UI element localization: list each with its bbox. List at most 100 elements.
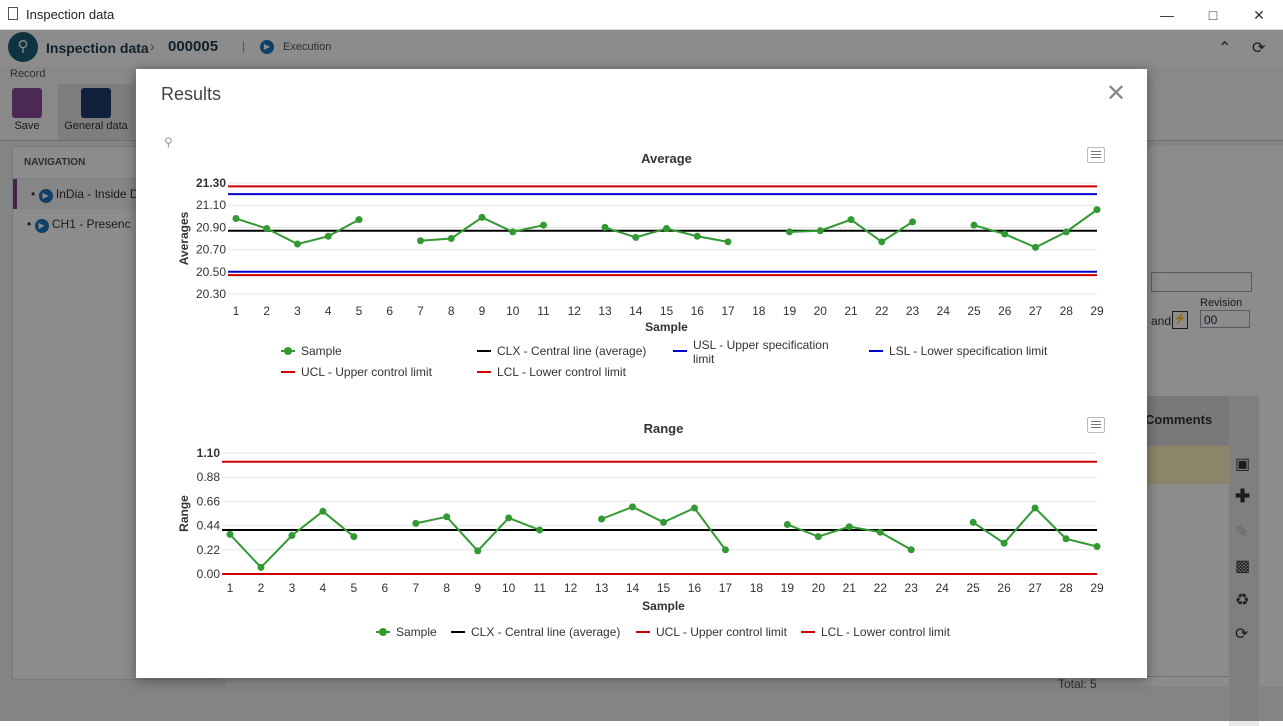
- x-tick-label: 17: [719, 581, 733, 595]
- x-tick-label: 22: [874, 581, 888, 595]
- maximize-icon[interactable]: □: [1208, 7, 1218, 23]
- data-point: [540, 221, 547, 229]
- close-window-icon[interactable]: ✕: [1253, 7, 1265, 23]
- close-icon[interactable]: ✕: [1106, 80, 1127, 107]
- data-point: [447, 235, 455, 242]
- x-tick-label: 29: [1090, 304, 1104, 318]
- x-tick-label: 2: [258, 581, 265, 595]
- x-tick-label: 26: [998, 304, 1012, 318]
- data-point: [693, 232, 701, 240]
- navigation-title: NAVIGATION: [13, 147, 215, 179]
- x-tick-label: 21: [843, 581, 857, 595]
- total-label: Total: 5: [1058, 677, 1097, 691]
- add-icon[interactable]: ✚: [1235, 486, 1251, 506]
- y-tick-label: 20.90: [196, 220, 226, 234]
- x-tick-label: 5: [356, 304, 363, 318]
- data-point: [1001, 230, 1009, 238]
- data-point: [970, 221, 978, 229]
- data-point: [814, 533, 822, 541]
- x-tick-label: 29: [1090, 581, 1104, 595]
- table-row[interactable]: [1141, 446, 1229, 484]
- x-tick-label: 5: [351, 581, 358, 595]
- chart-menu-icon[interactable]: [1087, 147, 1105, 163]
- data-point: [601, 223, 609, 231]
- search-logo-icon: ⚲: [17, 38, 29, 55]
- data-point: [355, 216, 363, 224]
- legend-marker: [284, 347, 292, 355]
- data-point: [412, 519, 420, 527]
- data-point: [660, 518, 667, 526]
- data-point: [878, 238, 886, 246]
- nav-item-ch1[interactable]: • ▶ CH1 - Presenc: [27, 217, 131, 233]
- x-tick-label: 23: [905, 581, 919, 595]
- data-point: [1062, 535, 1070, 543]
- x-tick-label: 24: [935, 581, 949, 595]
- x-axis-label: Sample: [645, 320, 688, 334]
- data-point: [1093, 543, 1101, 550]
- legend-label: LSL - Lower specification limit: [889, 344, 1048, 358]
- series-line: [601, 505, 727, 551]
- edit-icon[interactable]: ✎: [1235, 524, 1249, 541]
- data-point: [909, 218, 916, 226]
- data-point: [257, 563, 265, 571]
- comments-label: Comments: [1145, 412, 1213, 427]
- execution-icon: ▶: [260, 40, 274, 54]
- x-tick-label: 13: [598, 304, 612, 318]
- reload-icon[interactable]: ⟳: [1235, 626, 1249, 643]
- x-tick-label: 12: [568, 304, 582, 318]
- y-axis-label: Averages: [177, 211, 191, 265]
- x-tick-label: 3: [294, 304, 301, 318]
- y-tick-label: 20.30: [196, 287, 226, 301]
- data-point: [417, 237, 424, 245]
- data-point: [724, 238, 732, 246]
- y-tick-label: 21.30: [196, 176, 226, 190]
- general-data-button[interactable]: General data: [58, 84, 134, 140]
- zoom-icon[interactable]: ⚲: [164, 135, 173, 149]
- x-axis-label: Sample: [642, 599, 685, 613]
- chart-menu-icon[interactable]: [1087, 417, 1105, 433]
- minimize-icon[interactable]: —: [1160, 7, 1174, 23]
- y-tick-label: 0.88: [197, 470, 221, 484]
- save-button[interactable]: Save: [8, 84, 46, 132]
- view-icon[interactable]: ▣: [1235, 456, 1251, 473]
- x-tick-label: 15: [660, 304, 674, 318]
- comments-header: Comments: [1141, 396, 1229, 446]
- x-tick-label: 1: [227, 581, 234, 595]
- x-tick-label: 18: [750, 581, 764, 595]
- text-field[interactable]: [1151, 272, 1252, 292]
- legend-label: LCL - Lower control limit: [497, 365, 627, 379]
- lightning-icon[interactable]: ⚡: [1172, 311, 1188, 329]
- data-point: [478, 213, 486, 221]
- save-label: Save: [14, 120, 40, 132]
- y-tick-label: 1.10: [197, 446, 221, 460]
- results-modal: Results ✕ ⚲ Average 20.30 20.50 20.70 20.90 2…: [136, 69, 1147, 678]
- data-point: [443, 513, 451, 521]
- refresh-icon[interactable]: ⟳: [1252, 40, 1266, 57]
- chart-icon[interactable]: ▩: [1235, 558, 1251, 575]
- chart-title: Average: [641, 151, 692, 166]
- app-title: Inspection data: [46, 40, 149, 56]
- x-tick-label: 8: [448, 304, 455, 318]
- data-point: [598, 515, 606, 523]
- y-tick-label: 20.70: [196, 243, 226, 257]
- x-tick-label: 12: [564, 581, 578, 595]
- nav-item-label: InDia - Inside D: [55, 187, 139, 201]
- data-point: [1000, 539, 1008, 547]
- x-tick-label: 4: [325, 304, 332, 318]
- legend-label: LCL - Lower control limit: [821, 625, 951, 639]
- data-point: [663, 225, 670, 233]
- x-tick-label: 19: [781, 581, 795, 595]
- x-tick-label: 7: [417, 304, 424, 318]
- revision-field[interactable]: 00: [1200, 310, 1250, 328]
- data-point: [690, 504, 698, 512]
- x-tick-label: 27: [1028, 581, 1042, 595]
- delete-icon[interactable]: ♻: [1235, 592, 1250, 609]
- data-point: [263, 225, 271, 233]
- collapse-icon[interactable]: ⌃: [1218, 40, 1232, 57]
- data-point: [288, 532, 296, 539]
- chart-title: Range: [644, 421, 684, 436]
- x-tick-label: 9: [479, 304, 486, 318]
- app-logo: ⚲: [8, 32, 38, 62]
- execution-icon: ▶: [38, 189, 53, 203]
- x-tick-label: 15: [657, 581, 671, 595]
